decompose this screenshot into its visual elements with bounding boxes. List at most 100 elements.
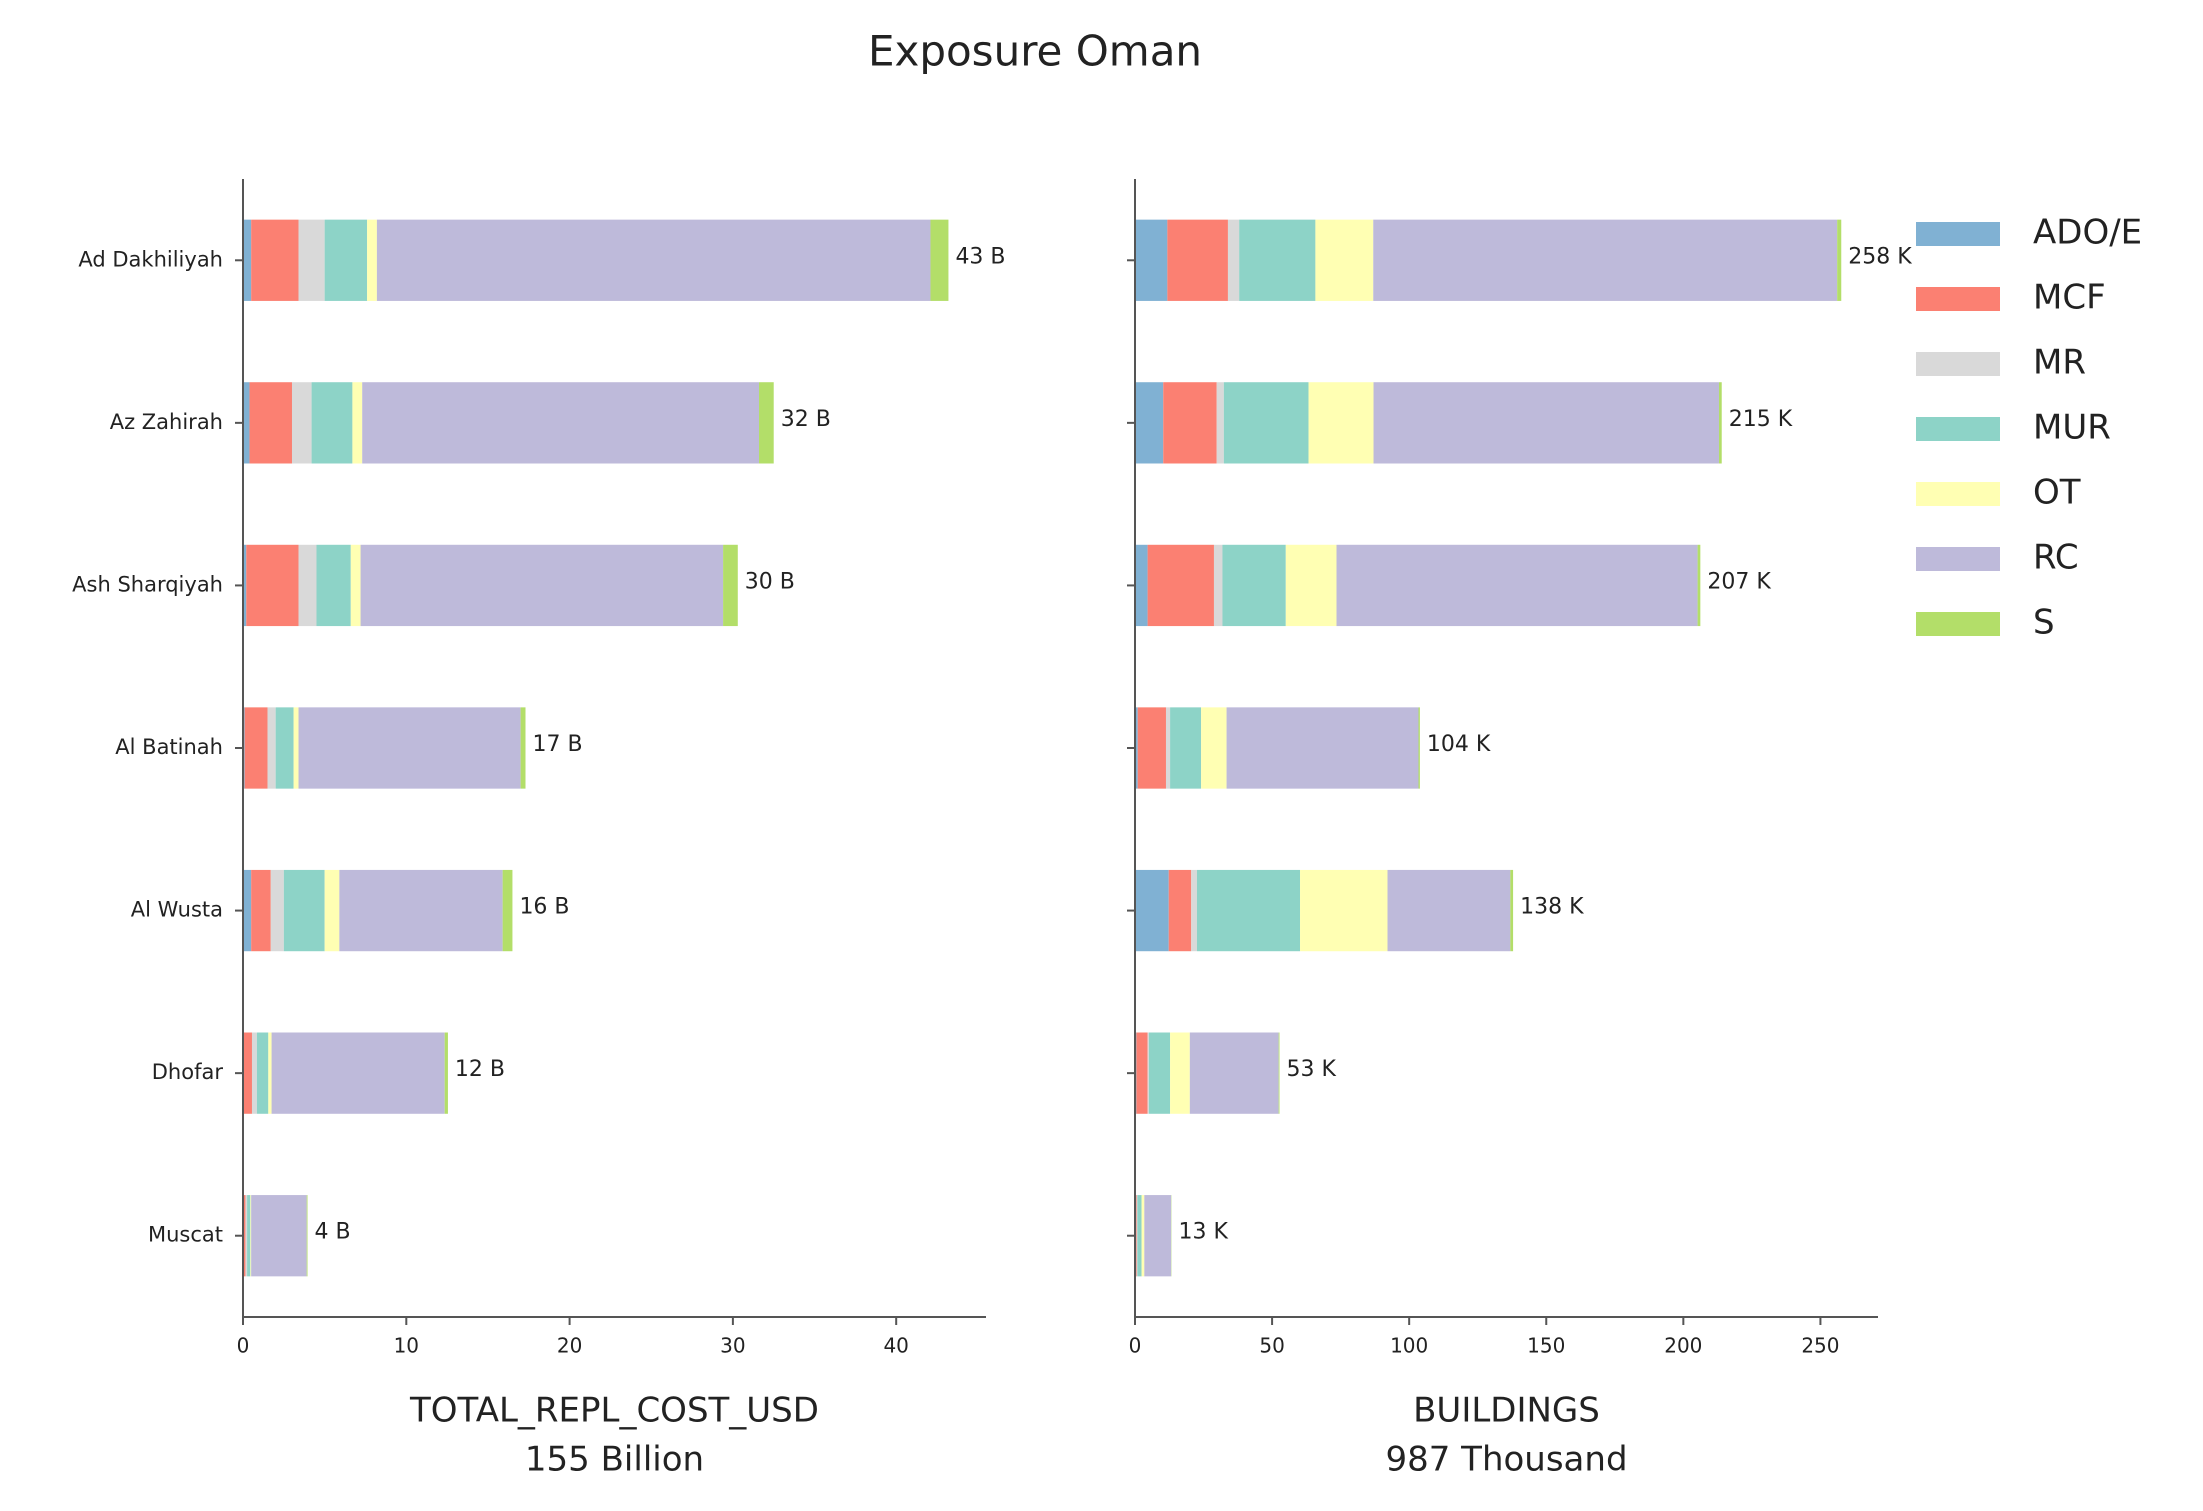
bar-segment [352,382,363,464]
bar-segment [520,707,526,789]
legend-label: ADO/E [2033,213,2142,253]
bar-segment [1170,1032,1190,1114]
bar-segment [251,869,271,952]
bar-segment [243,869,252,952]
y-tick-label: Al Wusta [131,898,223,922]
x-axis-label: TOTAL_REPL_COST_USD [409,1391,819,1431]
bar-segment [244,707,268,789]
legend-label: MCF [2033,278,2106,318]
y-tick-label: Ash Sharqiyah [72,572,223,596]
bar-segment [1137,1195,1142,1277]
bar-segment [1147,544,1214,627]
bar-segment [1222,544,1286,627]
bar-segment [243,1032,252,1114]
legend-swatch [1916,417,2000,441]
x-axis-sublabel: 987 Thousand [1385,1440,1627,1480]
legend-label: OT [2033,473,2081,513]
bar-segment [1168,869,1192,952]
y-tick-label: Muscat [148,1223,223,1247]
bar-segment [930,219,949,301]
bar-segment [298,544,317,627]
bar-segment [1308,382,1374,464]
bar-segment [1137,707,1166,789]
bar-segment [1697,544,1701,627]
bar-segment [1165,707,1171,789]
total-label: 207 K [1707,569,1771,594]
legend-swatch [1916,287,2000,311]
bar-segment [271,1032,445,1114]
bar-segment [247,1195,251,1277]
bar-segment [1191,869,1197,952]
bar-segment [243,544,247,627]
bar-segment [1216,382,1224,464]
legend-label: RC [2033,538,2079,578]
bar-segment [367,219,377,301]
bar-segment [1170,707,1202,789]
bar-segment [1196,869,1301,952]
bar-segment [444,1032,448,1114]
total-label: 16 B [519,895,569,920]
bar-segment [243,382,250,464]
bar-segment [350,544,361,627]
x-tick-label: 50 [1259,1334,1284,1358]
bar-segment [1148,1032,1171,1114]
bar-segment [1141,1195,1145,1277]
bar-segment [1135,219,1168,301]
bar-segment [1167,219,1228,301]
legend-swatch [1916,352,2000,376]
x-tick-label: 40 [883,1334,908,1358]
bar-segment [251,1032,257,1114]
bar-segment [1213,544,1223,627]
x-tick-label: 20 [557,1334,582,1358]
bar-segment [251,1195,307,1277]
bar-segment [1315,219,1374,301]
bar-segment [311,382,353,464]
bar-segment [1135,1195,1137,1277]
bar-segment [1147,1032,1149,1114]
bar-segment [1135,382,1164,464]
bar-segment [275,707,294,789]
bar-segment [1418,707,1420,789]
bar-segment [1300,869,1388,952]
bar-segment [1387,869,1511,952]
bar-segment [1163,382,1217,464]
bar-segment [362,382,760,464]
bar-segment [251,219,299,301]
bar-segment [1510,869,1514,952]
total-label: 30 B [745,569,795,594]
y-tick-label: Al Batinah [115,735,223,759]
bar-segment [502,869,513,952]
x-tick-label: 250 [1801,1334,1839,1358]
bar-segment [270,869,284,952]
bar-segment [246,544,299,627]
bar-segment [1837,219,1842,301]
legend-swatch [1916,612,2000,636]
bar-segment [243,1195,246,1277]
bar-segment [1373,219,1838,301]
bar-segment [1239,219,1316,301]
x-tick-label: 10 [394,1334,419,1358]
bar-segment [324,869,340,952]
total-label: 215 K [1729,407,1793,432]
x-axis-label: BUILDINGS [1413,1391,1600,1431]
bar-segment [291,382,312,464]
legend-label: MR [2033,343,2086,383]
x-tick-label: 0 [1129,1334,1142,1358]
bar-segment [1135,707,1138,789]
bar-segment [298,707,521,789]
bar-segment [256,1032,269,1114]
legend-swatch [1916,222,2000,246]
bar-segment [376,219,931,301]
x-tick-label: 100 [1390,1334,1428,1358]
bar-segment [268,1032,272,1114]
total-label: 12 B [455,1057,505,1082]
legend-swatch [1916,547,2000,571]
bar-segment [249,382,292,464]
bar-segment [339,869,503,952]
x-tick-label: 200 [1664,1334,1702,1358]
total-label: 4 B [315,1220,351,1245]
bar-segment [293,707,299,789]
bar-segment [723,544,738,627]
bar-segment [1285,544,1337,627]
legend-label: MUR [2033,408,2111,448]
